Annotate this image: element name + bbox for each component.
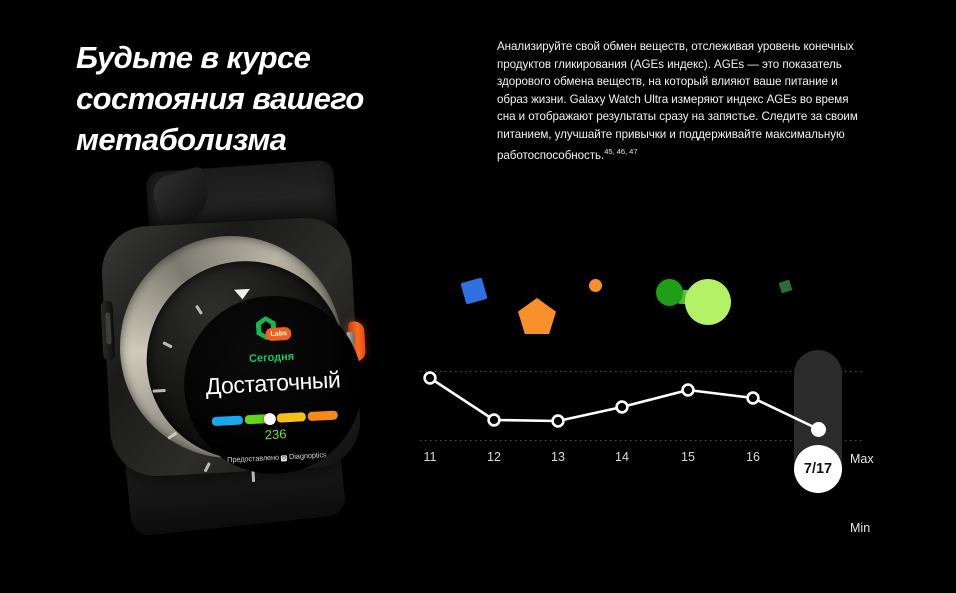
provided-by-prefix: Предоставлено: [226, 452, 280, 465]
gauge-segment-low: [211, 415, 244, 427]
gridline-max: [420, 371, 862, 372]
ages-trend-chart: 7/17 11 12 13 14 15 16 Max Min: [410, 262, 910, 535]
watch-inner-bezel: Labs Сегодня Достаточный 236: [141, 256, 367, 483]
gauge-marker-dot: [263, 412, 277, 426]
headline-line-1: Будьте в курсе: [76, 40, 311, 75]
axis-label-min: Min: [850, 521, 871, 535]
x-tick-13: 13: [551, 450, 565, 464]
bezel-tick: [152, 388, 166, 393]
chart-point-13: [551, 414, 565, 428]
chart-plot-area: 7/17 11 12 13 14 15 16 Max Min: [410, 350, 910, 535]
bezel-tick-marks: [142, 256, 345, 483]
x-tick-11: 11: [423, 450, 437, 464]
dark-green-square-icon: [778, 279, 793, 294]
body-copy: Анализируйте свой обмен веществ, отслежи…: [497, 38, 869, 164]
headline-line-3: метаболизма: [76, 121, 287, 157]
chart-point-16: [746, 391, 760, 405]
chart-point-current: [810, 421, 826, 437]
chart-point-11: [423, 371, 437, 385]
chart-point-14: [615, 400, 629, 414]
x-tick-14: 14: [615, 450, 629, 464]
chart-point-15: [681, 383, 695, 397]
galaxy-watch-ultra-render: Labs Сегодня Достаточный 236: [96, 159, 396, 537]
diagnoptics-logo-icon: D: [280, 455, 288, 462]
axis-label-max: Max: [850, 452, 874, 466]
gauge-segment-elevated: [276, 412, 307, 423]
x-tick-16: 16: [746, 450, 760, 464]
orange-pentagon-icon: [518, 298, 556, 334]
headline-line-2: состояния вашего: [76, 80, 364, 116]
orange-dot-icon: [589, 279, 602, 292]
bezel-marker-triangle-icon: [234, 288, 251, 300]
samsung-health-labs-icon: Labs: [252, 315, 292, 347]
page-title: Будьте в курсе состояния вашего метаболи…: [76, 38, 476, 161]
chart-line-svg: [423, 371, 820, 431]
x-tick-12: 12: [487, 450, 501, 464]
gridline-min: [420, 440, 862, 441]
x-tick-15: 15: [681, 450, 695, 464]
dark-green-circle-icon: [656, 279, 683, 306]
footnote-refs: 45, 46, 47: [604, 147, 638, 156]
watch-titanium-bezel: Labs Сегодня Достаточный 236: [114, 230, 367, 483]
watchface-header: Labs Сегодня: [181, 311, 361, 368]
labs-badge: Labs: [265, 326, 292, 342]
watch-strap-notch: [149, 165, 215, 229]
bezel-tick: [167, 431, 178, 440]
chart-today-label[interactable]: 7/17: [794, 445, 842, 493]
ages-status-label: Достаточный: [204, 366, 341, 400]
bezel-tick: [195, 304, 203, 315]
chart-x-axis: 11 12 13 14 15 16: [410, 450, 910, 472]
watchface-period-label: Сегодня: [248, 350, 295, 366]
blue-square-icon: [460, 277, 488, 305]
gauge-segment-high: [307, 410, 338, 422]
provided-by-brand: Diagnoptics: [288, 450, 327, 462]
chart-point-12: [487, 413, 501, 427]
light-green-circle-icon: [685, 279, 731, 325]
body-paragraph: Анализируйте свой обмен веществ, отслежи…: [497, 40, 858, 162]
watch-case: Labs Сегодня Достаточный 236: [99, 215, 367, 483]
watch-screen[interactable]: Labs Сегодня Достаточный 236: [179, 291, 367, 479]
bezel-tick: [162, 341, 173, 349]
